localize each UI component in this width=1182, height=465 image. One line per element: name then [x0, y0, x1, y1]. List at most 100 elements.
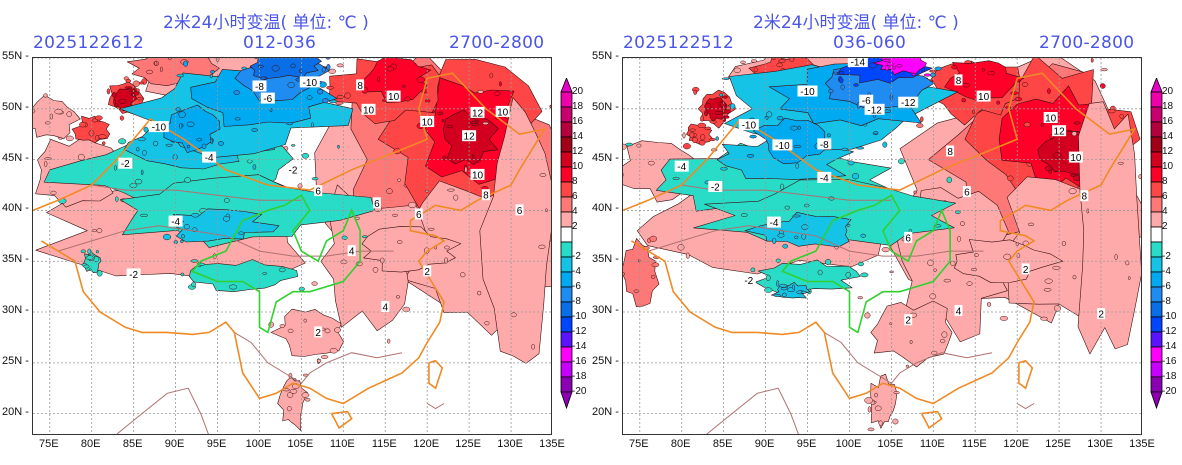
- field-speckle: [987, 71, 996, 76]
- field-speckle: [133, 91, 140, 96]
- contour-label-bg: [738, 119, 759, 131]
- field-contour: [270, 308, 344, 357]
- field-speckle: [714, 111, 723, 115]
- colorbar-swatch: [560, 151, 573, 168]
- field-speckle: [867, 427, 875, 432]
- field-speckle: [873, 400, 877, 404]
- field-speckle: [764, 287, 773, 293]
- contour-label-bg: [356, 79, 365, 91]
- field-speckle: [825, 258, 832, 266]
- contour-label-bg: [381, 301, 390, 312]
- lon-tick-label: 120E: [413, 438, 440, 450]
- field-speckle: [482, 121, 489, 125]
- contour-label-bg: [946, 145, 955, 157]
- contour-label: 10: [1045, 114, 1057, 125]
- field-speckle: [693, 89, 698, 95]
- field-speckle: [447, 188, 455, 192]
- colorbar-swatch: [560, 346, 573, 363]
- field-speckle: [941, 331, 948, 338]
- field-speckle: [784, 205, 790, 210]
- contour-label: -10: [152, 123, 167, 134]
- colorbar-swatch: [560, 121, 573, 138]
- field-speckle: [916, 123, 924, 128]
- contour-label-bg: [252, 80, 267, 92]
- colorbar-label: -10: [572, 311, 587, 322]
- field-speckle: [999, 316, 1009, 321]
- colorbar-label: -18: [1162, 371, 1177, 382]
- field-speckle: [853, 83, 859, 87]
- field-speckle: [183, 60, 189, 67]
- field-speckle: [209, 73, 213, 79]
- field-speckle: [124, 86, 133, 89]
- colorbar-label: 8: [1162, 176, 1168, 187]
- lat-tick-label: 30N -: [592, 304, 619, 317]
- field-speckle: [361, 235, 368, 238]
- field-speckle: [1128, 276, 1131, 281]
- field-speckle: [1086, 208, 1090, 214]
- colorbar-over-arrow: [1150, 78, 1163, 93]
- field-speckle: [750, 267, 756, 273]
- field-speckle: [780, 287, 788, 291]
- field-speckle: [893, 391, 900, 395]
- field-speckle: [847, 160, 855, 166]
- contour-label-bg: [767, 216, 781, 228]
- contour-label: 12: [472, 108, 484, 119]
- field-speckle: [290, 63, 296, 69]
- field-region: [744, 212, 866, 249]
- field-contour: [744, 212, 852, 248]
- contour-label: -2: [289, 165, 298, 176]
- field-speckle: [623, 272, 626, 276]
- field-speckle: [471, 123, 480, 126]
- field-speckle: [792, 284, 795, 290]
- colorbar-swatch: [560, 361, 573, 378]
- field-speckle: [1125, 260, 1130, 266]
- field-speckle: [184, 177, 191, 183]
- field-speckle: [223, 197, 230, 203]
- field-speckle: [795, 163, 799, 169]
- contour-label-bg: [470, 106, 485, 118]
- field-speckle: [800, 290, 807, 294]
- field-region: [277, 372, 311, 431]
- contour-label-bg: [470, 168, 485, 180]
- field-speckle: [326, 85, 334, 90]
- field-speckle: [775, 258, 781, 263]
- contour-label-bg: [954, 74, 963, 86]
- contour-label: -12: [901, 98, 916, 109]
- field-speckle: [101, 141, 106, 146]
- field-speckle: [777, 233, 785, 238]
- contour-label: 12: [1054, 127, 1066, 138]
- field-speckle: [386, 188, 393, 195]
- field-speckle: [471, 153, 475, 159]
- field-speckle: [700, 134, 706, 141]
- field-speckle: [721, 77, 730, 80]
- contour-label: 2: [424, 267, 430, 278]
- colorbar-label: -16: [572, 356, 587, 367]
- field-speckle: [114, 165, 117, 171]
- field-speckle: [91, 229, 97, 233]
- field-speckle: [966, 281, 973, 286]
- field-speckle: [956, 236, 962, 242]
- contour-label: -8: [820, 140, 829, 151]
- field-speckle: [951, 65, 958, 70]
- contour-label-bg: [976, 90, 991, 102]
- field-contour: [189, 259, 298, 292]
- field-speckle: [191, 212, 200, 218]
- title-text: 2米24小时变温( 单位: ℃ ): [753, 13, 959, 33]
- field-speckle: [259, 76, 267, 80]
- field-speckle: [238, 231, 244, 235]
- field-region: [873, 58, 931, 77]
- contour-label: -2: [129, 270, 138, 281]
- colorbar-swatch: [560, 136, 573, 153]
- field-speckle: [929, 293, 937, 300]
- colorbar-label: 16: [572, 116, 584, 127]
- lon-tick-label: 120E: [1003, 438, 1030, 450]
- field-speckle: [778, 59, 786, 63]
- field-speckle: [885, 65, 889, 72]
- field-speckle: [1047, 88, 1051, 94]
- contour-label: -10: [742, 121, 757, 132]
- field-speckle: [1040, 122, 1045, 128]
- contour-label: 8: [947, 147, 953, 158]
- field-contour: [357, 58, 432, 103]
- field-speckle: [882, 141, 888, 148]
- contour-label-bg: [904, 314, 913, 326]
